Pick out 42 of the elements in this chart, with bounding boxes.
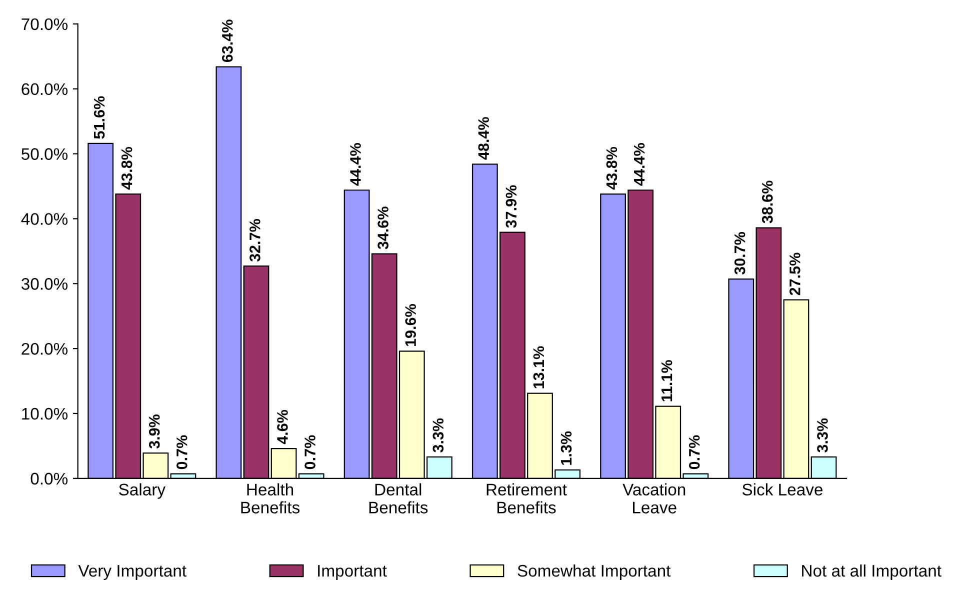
data-label: 63.4% [222, 20, 233, 62]
legend-label: Important [318, 565, 387, 580]
y-tick-label: 20.0% [22, 342, 68, 355]
data-label: 30.7% [734, 232, 746, 275]
data-label: 19.6% [405, 304, 416, 346]
data-label: 38.6% [762, 180, 773, 224]
data-label: 3.3% [817, 418, 828, 452]
legend-label: Not at all Important [802, 564, 942, 580]
data-label: 4.6% [277, 410, 288, 444]
data-label: 3.9% [148, 414, 160, 449]
data-label: 37.9% [506, 185, 517, 228]
data-label: 13.1% [533, 346, 544, 388]
data-label: 48.4% [478, 117, 490, 160]
data-label: 27.5% [790, 252, 800, 296]
data-label: 0.7% [304, 435, 316, 470]
data-label: 32.7% [250, 219, 260, 262]
x-tick-label: Salary [119, 483, 166, 499]
y-tick-label: 50.0% [22, 148, 68, 160]
y-tick-label: 30.0% [22, 278, 68, 290]
data-label: 3.3% [432, 418, 444, 452]
y-tick-label: 10.0% [22, 408, 68, 420]
y-tick-label: 60.0% [22, 83, 68, 96]
data-label: 34.6% [378, 206, 388, 250]
data-label: 1.3% [560, 431, 572, 465]
data-label: 44.4% [634, 143, 645, 186]
data-label: 0.7% [176, 435, 188, 470]
data-label: 43.8% [606, 146, 618, 190]
data-label: 51.6% [94, 96, 105, 139]
legend-label: Somewhat Important [518, 564, 671, 580]
data-label: 0.7% [688, 435, 700, 470]
x-tick-label: Dental Benefits [369, 483, 428, 514]
x-tick-label: Health Benefits [241, 483, 300, 514]
x-tick-label: Retirement Benefits [486, 483, 567, 514]
x-tick-label: Vacation Leave [622, 483, 686, 514]
y-tick-label: 70.0% [22, 18, 68, 30]
data-label: 44.4% [350, 143, 361, 186]
y-tick-label: 0.0% [30, 472, 68, 485]
data-label: 11.1% [661, 360, 672, 402]
y-tick-label: 40.0% [21, 213, 68, 225]
x-tick-label: Sick Leave [742, 483, 822, 496]
data-label: 43.8% [121, 146, 132, 190]
legend-label: Very Important [78, 565, 186, 580]
